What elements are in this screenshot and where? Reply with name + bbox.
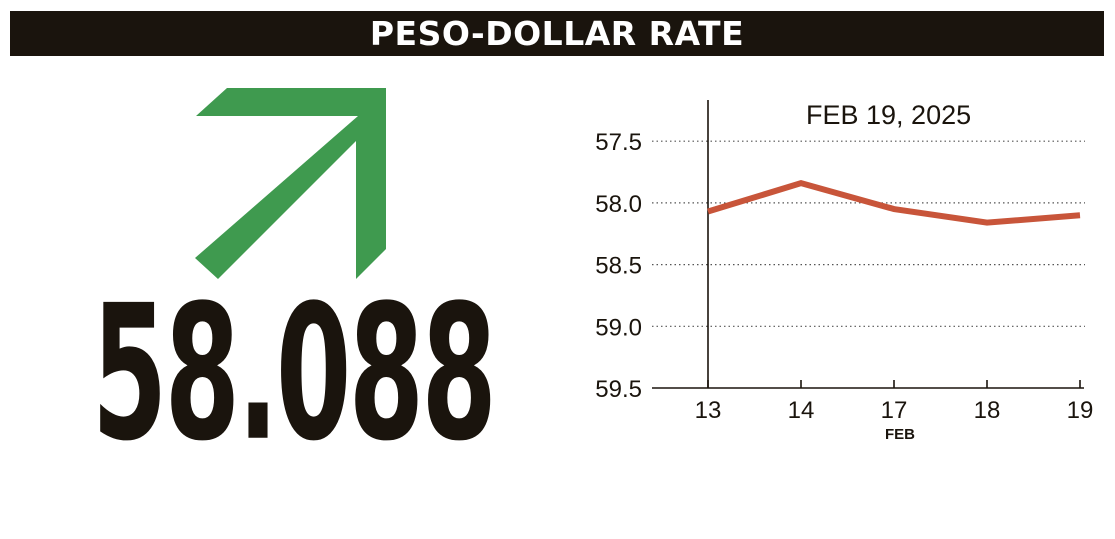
x-tick-label: 13 [695,397,722,424]
y-tick-label: 58.0 [595,191,642,218]
x-tick-label: 14 [788,397,815,424]
page-title: PESO-DOLLAR RATE [370,17,744,50]
x-tick-label: 19 [1067,397,1094,424]
current-rate-value: 58.088 [104,207,481,539]
y-tick-label: 59.5 [595,376,642,403]
x-tick-label: 18 [974,397,1001,424]
x-axis-group-label: FEB [885,426,915,443]
header-bar: PESO-DOLLAR RATE [10,11,1104,56]
series-line [708,183,1080,222]
x-tick-label: 17 [881,397,908,424]
y-tick-label: 57.5 [595,129,642,156]
y-tick-label: 58.5 [595,253,642,280]
line-chart: 57.5 58.0 58.5 59.0 59.5 13 14 17 18 19 FEB [560,88,1100,448]
y-tick-label: 59.0 [595,314,642,341]
